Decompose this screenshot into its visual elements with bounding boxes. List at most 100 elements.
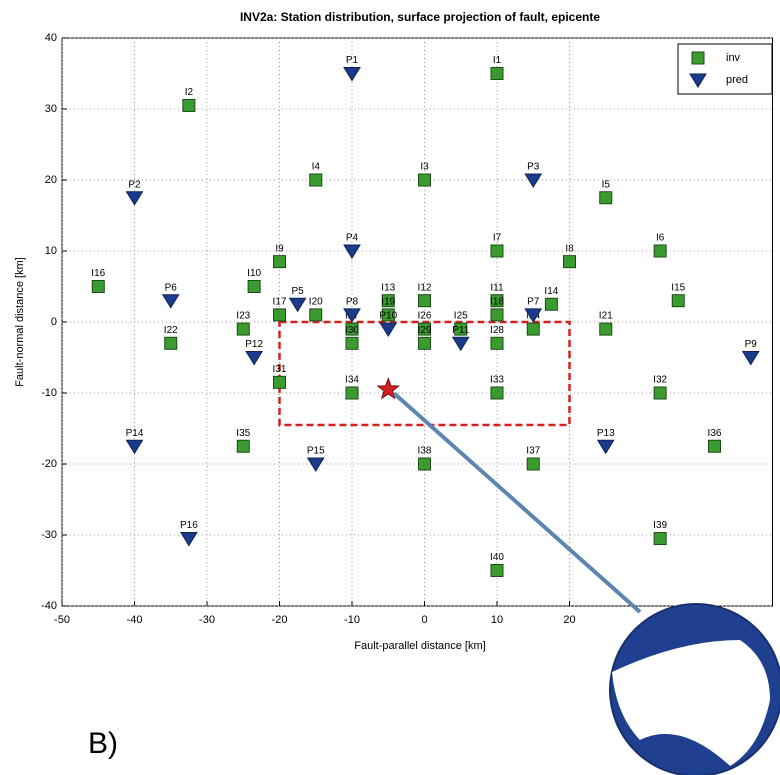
station-inv (708, 439, 721, 453)
station-label: I10 (247, 268, 261, 279)
station-label: I7 (493, 233, 502, 244)
station-label: I34 (345, 375, 359, 386)
station-pred (125, 191, 144, 206)
station-label: P16 (180, 520, 198, 531)
station-inv (247, 280, 261, 293)
station-label: P10 (379, 311, 397, 322)
station-inv (418, 294, 431, 308)
station-label: P3 (527, 162, 540, 173)
station-inv (182, 98, 196, 112)
station-inv (671, 294, 685, 308)
chart-title: INV2a: Station distribution, surface pro… (240, 10, 600, 24)
station-label: I28 (490, 325, 504, 336)
x-tick-label: -30 (199, 614, 215, 626)
station-inv (490, 67, 504, 80)
focal-mechanism (609, 603, 780, 775)
station-label: P4 (346, 233, 359, 244)
legend: inv pred (677, 43, 773, 95)
station-label: I8 (565, 243, 574, 254)
station-label: I17 (273, 297, 287, 308)
station-pred (306, 457, 325, 472)
epicenter (376, 377, 401, 400)
y-tick-label: -10 (41, 387, 57, 399)
station-inv (381, 294, 395, 308)
x-tick-label: 10 (491, 614, 503, 626)
station-label: P2 (128, 179, 141, 190)
fault-projection (278, 320, 571, 427)
station-label: P7 (527, 297, 540, 308)
station-inv (653, 386, 667, 400)
station-inv (490, 294, 504, 308)
y-tick-label: 40 (45, 32, 57, 44)
legend-swatch (691, 51, 705, 65)
x-tick-label: 20 (563, 614, 575, 626)
station-label: I19 (381, 297, 395, 308)
plot-area: -50 -40 -30 -20 -10 0 10 20 -40 -30 -20 -10 0 10 20 30 4… (41, 32, 773, 626)
station-inv (381, 308, 395, 322)
y-tick-label: 0 (51, 316, 57, 328)
y-axis-label: Fault-normal distance [km] (14, 257, 26, 387)
station-pred (741, 351, 760, 366)
station-inv (563, 255, 576, 269)
station-inv (418, 457, 431, 471)
panel-label: B) (88, 727, 118, 760)
station-label: I5 (602, 179, 611, 190)
station-label: I13 (381, 282, 395, 293)
x-axis-label: Fault-parallel distance [km] (354, 640, 485, 652)
station-label: I23 (236, 311, 250, 322)
x-tick-label: -50 (54, 614, 70, 626)
station-label: I39 (653, 520, 667, 531)
station-label: I21 (599, 311, 613, 322)
station-inv (490, 336, 504, 350)
station-label: I29 (418, 325, 432, 336)
station-label: I18 (490, 297, 504, 308)
legend-label: pred (726, 74, 748, 86)
station-inv (236, 322, 250, 336)
station-inv (526, 457, 540, 471)
station-inv (418, 336, 431, 350)
y-tick-label: -40 (41, 600, 57, 612)
station-label: P15 (307, 446, 325, 457)
station-label: I9 (275, 243, 284, 254)
station-label: I12 (418, 282, 432, 293)
beachball-lobe (640, 733, 730, 775)
station-inv (273, 308, 286, 322)
station-label: I35 (236, 428, 250, 439)
station-inv (91, 280, 105, 293)
station-label: I31 (273, 364, 287, 375)
station-label: I6 (656, 233, 665, 244)
station-inv (653, 244, 667, 258)
station-inv (309, 308, 323, 322)
station-label: I2 (185, 87, 194, 98)
station-label: P9 (745, 339, 758, 350)
y-tick-label: -20 (41, 458, 57, 470)
y-tick-label: 10 (45, 245, 57, 257)
station-inv (418, 173, 431, 187)
station-label: P1 (346, 55, 359, 66)
station-inv (345, 336, 359, 350)
station-label: I4 (312, 162, 321, 173)
station-inv (236, 439, 250, 453)
station-inv (490, 244, 504, 258)
station-inv (273, 375, 286, 389)
station-inv (653, 532, 667, 546)
station-label: P13 (597, 428, 615, 439)
station-pred (343, 244, 361, 259)
station-inv (490, 308, 504, 322)
station-label: P8 (346, 297, 359, 308)
station-pred (343, 308, 361, 323)
station-inv (544, 297, 558, 311)
station-pred (343, 67, 361, 82)
station-label: P11 (452, 325, 469, 336)
station-inv (599, 191, 613, 205)
station-inv (345, 322, 359, 336)
station-label: I26 (418, 311, 432, 322)
station-inv (526, 322, 540, 336)
y-tick-label: -30 (41, 529, 57, 541)
station-label: P6 (165, 282, 178, 293)
station-label: P14 (126, 428, 144, 439)
station-label: I32 (653, 375, 667, 386)
station-inv (454, 322, 468, 336)
station-inv (599, 322, 613, 336)
